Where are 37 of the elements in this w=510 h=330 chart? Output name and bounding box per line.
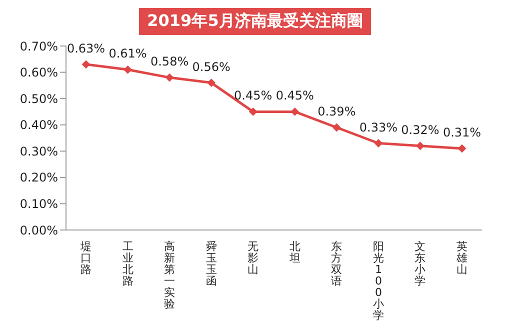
point <box>82 60 90 68</box>
data-label: 0.33% <box>359 120 398 134</box>
y-tick-label: 0.00% <box>20 223 58 238</box>
y-tick-label: 0.20% <box>20 170 58 185</box>
y-tick-label: 0.30% <box>20 144 58 158</box>
x-tick-label: 工业北路 <box>122 240 134 288</box>
y-tick-label: 0.40% <box>20 118 58 132</box>
y-tick-label: 0.60% <box>20 66 58 80</box>
data-label: 0.56% <box>192 60 230 74</box>
point <box>374 139 382 148</box>
x-tick-label: 堤口路 <box>80 240 92 276</box>
x-tick-label: 高新第一实验 <box>164 240 176 310</box>
point <box>332 123 341 132</box>
x-tick-label: 北坦 <box>288 240 300 264</box>
data-label: 0.45% <box>234 88 272 103</box>
x-tick-label: 文东小学 <box>414 240 426 288</box>
x-tick-label: 东方双语 <box>331 240 342 288</box>
data-label: 0.58% <box>150 54 189 69</box>
data-label: 0.61% <box>108 46 147 61</box>
x-tick-label: 英雄山 <box>456 240 468 276</box>
y-tick-label: 0.10% <box>20 196 58 211</box>
data-label: 0.45% <box>276 88 314 103</box>
point <box>458 144 466 153</box>
data-label: 0.39% <box>318 104 356 118</box>
point <box>124 66 132 74</box>
point <box>207 78 216 87</box>
x-tick-label: 阳光100小学 <box>372 240 384 322</box>
data-label: 0.32% <box>401 122 440 137</box>
data-label: 0.31% <box>442 126 482 140</box>
point <box>416 142 424 150</box>
x-tick-label: 无影山 <box>248 240 259 276</box>
data-label: 0.63% <box>66 41 106 56</box>
y-tick-label: 0.50% <box>20 92 58 106</box>
chart-title: 2019年5月济南最受关注商圈 <box>139 8 371 35</box>
y-tick-label: 0.70% <box>20 39 58 54</box>
point <box>166 74 174 82</box>
x-tick-label: 舜玉玉函 <box>206 240 217 288</box>
